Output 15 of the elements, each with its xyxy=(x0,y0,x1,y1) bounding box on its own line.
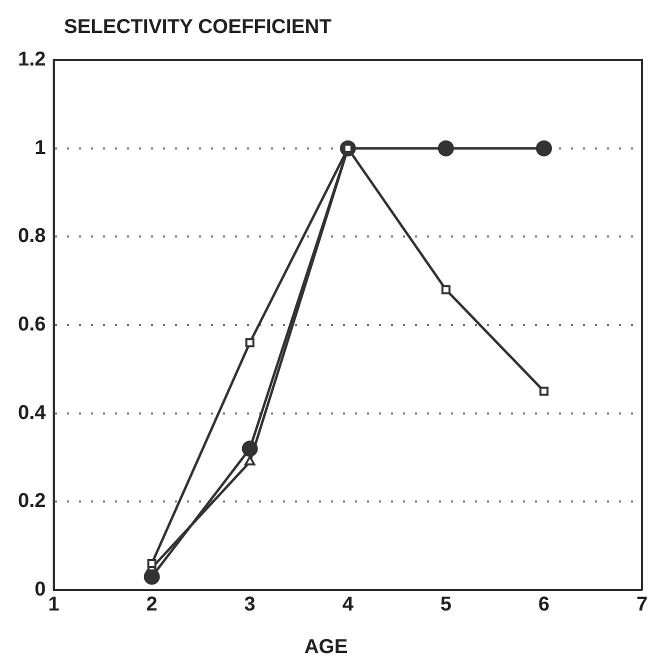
y-tick-label: 0.4 xyxy=(18,402,47,424)
x-tick-label: 3 xyxy=(244,594,256,616)
x-tick-label: 2 xyxy=(146,594,158,616)
y-tick-label: 1.2 xyxy=(18,48,46,71)
x-tick-label: 7 xyxy=(636,594,648,616)
y-tick-label: 0.6 xyxy=(18,314,46,336)
y-tick-label: 0 xyxy=(34,578,46,601)
chart-title: SELECTIVITY COEFFICIENT xyxy=(64,16,332,39)
x-axis-title: AGE xyxy=(303,636,349,659)
x-tick-label: 6 xyxy=(538,594,550,616)
x-tick-label: 5 xyxy=(440,594,452,616)
y-tick-label: 1 xyxy=(34,136,46,159)
y-tick-label: 0.2 xyxy=(18,490,46,512)
y-tick-label: 0.8 xyxy=(18,225,46,248)
x-tick-label: 4 xyxy=(342,594,354,616)
